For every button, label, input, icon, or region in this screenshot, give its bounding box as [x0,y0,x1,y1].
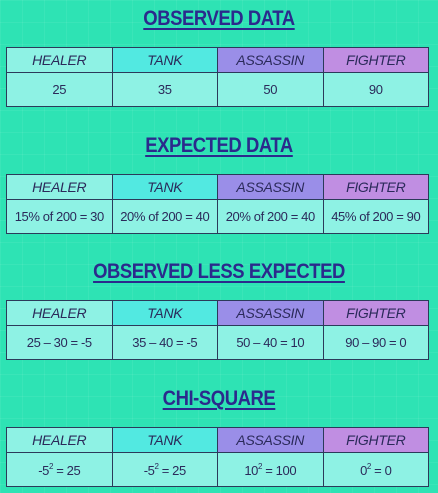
result-value: = 100 [262,462,297,478]
header-fighter: FIGHTER [322,427,429,453]
observed-data-title: OBSERVED DATA [143,7,295,30]
base-value: -5 [143,462,155,478]
cell-healer: 25 [6,72,113,107]
observed-less-expected-section: OBSERVED LESS EXPECTED [0,259,438,285]
cell-healer: 25 – 30 = -5 [6,325,113,360]
cell-fighter: 45% of 200 = 90 [322,199,429,234]
cell-fighter: 02 = 0 [322,452,429,487]
cell-tank: -52 = 25 [111,452,218,487]
cell-assassin: 50 – 40 = 10 [217,325,324,360]
observed-data-section: OBSERVED DATA [0,6,438,32]
cell-healer: -52 = 25 [6,452,113,487]
result-value: = 0 [370,462,392,478]
table-header-row: HEALER TANK ASSASSIN FIGHTER [6,174,429,200]
chi-square-table: HEALER TANK ASSASSIN FIGHTER -52 = 25 -5… [6,427,429,487]
table-header-row: HEALER TANK ASSASSIN FIGHTER [6,427,429,453]
header-assassin: ASSASSIN [217,47,324,73]
result-value: = 25 [53,462,81,478]
header-tank: TANK [111,174,218,200]
header-assassin: ASSASSIN [217,300,324,326]
table-header-row: HEALER TANK ASSASSIN FIGHTER [6,47,429,73]
header-tank: TANK [111,300,218,326]
header-fighter: FIGHTER [322,300,429,326]
base-value: 0 [360,462,367,478]
cell-assassin: 20% of 200 = 40 [217,199,324,234]
table-row: 25 – 30 = -5 35 – 40 = -5 50 – 40 = 10 9… [6,325,429,360]
table-row: 15% of 200 = 30 20% of 200 = 40 20% of 2… [6,199,429,234]
cell-fighter: 90 [322,72,429,107]
header-healer: HEALER [6,174,113,200]
cell-healer: 15% of 200 = 30 [6,199,113,234]
cell-fighter: 90 – 90 = 0 [322,325,429,360]
header-fighter: FIGHTER [322,174,429,200]
table-header-row: HEALER TANK ASSASSIN FIGHTER [6,300,429,326]
header-healer: HEALER [6,300,113,326]
chi-square-title: CHI-SQUARE [162,387,276,410]
table-row: -52 = 25 -52 = 25 102 = 100 02 = 0 [6,452,429,487]
cell-tank: 35 [111,72,218,107]
header-tank: TANK [111,47,218,73]
cell-tank: 20% of 200 = 40 [111,199,218,234]
exponent: 2 [48,461,54,471]
exponent: 2 [366,461,371,471]
cell-assassin: 50 [217,72,324,107]
header-healer: HEALER [6,47,113,73]
observed-data-table: HEALER TANK ASSASSIN FIGHTER 25 35 50 90 [6,47,429,107]
header-tank: TANK [111,427,218,453]
header-assassin: ASSASSIN [217,174,324,200]
cell-assassin: 102 = 100 [217,452,324,487]
expected-data-section: EXPECTED DATA [0,133,438,159]
cell-tank: 35 – 40 = -5 [111,325,218,360]
exponent: 2 [154,461,159,471]
header-healer: HEALER [6,427,113,453]
expected-data-title: EXPECTED DATA [145,134,293,157]
chi-square-section: CHI-SQUARE [0,386,438,412]
observed-less-expected-title: OBSERVED LESS EXPECTED [93,260,345,283]
base-value: 10 [244,462,258,478]
observed-less-expected-table: HEALER TANK ASSASSIN FIGHTER 25 – 30 = -… [6,300,429,360]
expected-data-table: HEALER TANK ASSASSIN FIGHTER 15% of 200 … [6,174,429,234]
header-assassin: ASSASSIN [217,427,324,453]
exponent: 2 [258,461,263,471]
result-value: = 25 [158,462,186,478]
table-row: 25 35 50 90 [6,72,429,107]
header-fighter: FIGHTER [322,47,429,73]
base-value: -5 [38,462,49,478]
